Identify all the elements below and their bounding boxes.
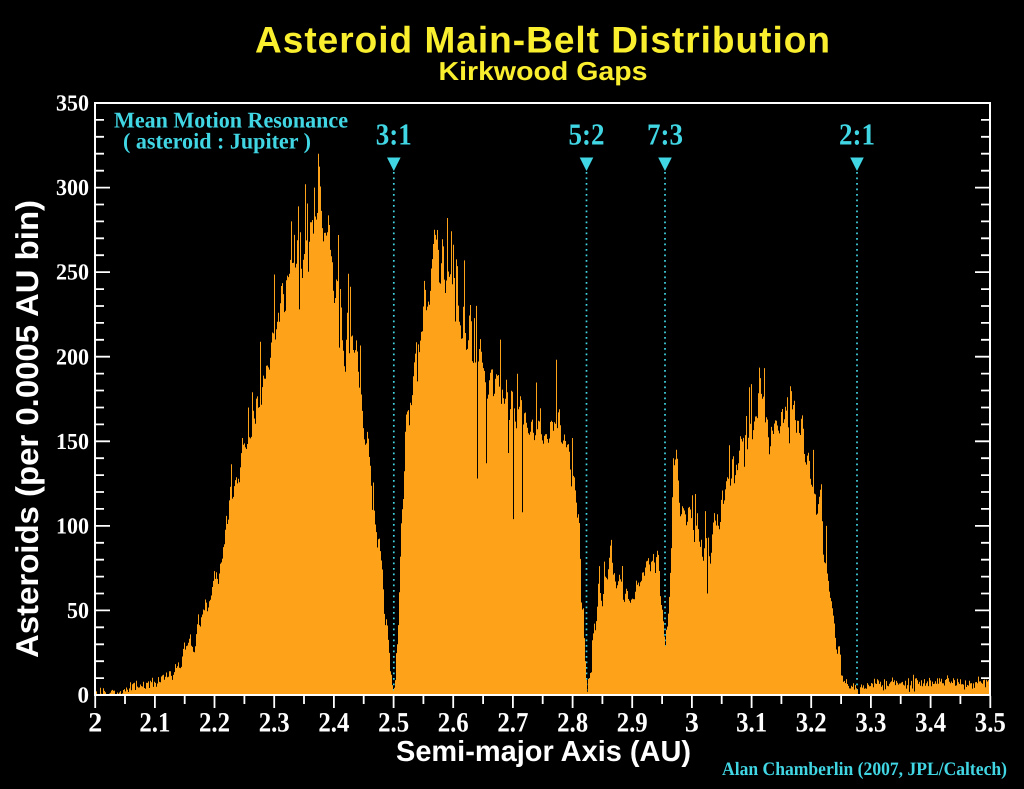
svg-text:3.2: 3.2: [796, 708, 827, 739]
svg-text:100: 100: [56, 514, 89, 539]
svg-text:3.4: 3.4: [915, 708, 946, 739]
svg-text:2.3: 2.3: [259, 708, 290, 739]
svg-text:Alan Chamberlin (2007, JPL/Cal: Alan Chamberlin (2007, JPL/Caltech): [722, 759, 1007, 780]
svg-text:Semi-major Axis (AU): Semi-major Axis (AU): [396, 736, 691, 768]
svg-text:2.7: 2.7: [497, 708, 528, 739]
svg-text:2.5: 2.5: [378, 708, 409, 739]
svg-text:2.6: 2.6: [438, 708, 469, 739]
svg-text:2.2: 2.2: [199, 708, 230, 739]
svg-text:150: 150: [56, 429, 89, 454]
svg-text:( asteroid : Jupiter ): ( asteroid : Jupiter ): [123, 129, 311, 154]
svg-text:3.5: 3.5: [975, 708, 1006, 739]
svg-text:2.8: 2.8: [557, 708, 588, 739]
svg-text:Kirkwood Gaps: Kirkwood Gaps: [439, 56, 648, 86]
svg-text:3.3: 3.3: [855, 708, 886, 739]
svg-text:3.1: 3.1: [736, 708, 767, 739]
svg-text:5:2: 5:2: [569, 118, 605, 152]
svg-text:300: 300: [56, 175, 89, 200]
svg-text:2:1: 2:1: [839, 118, 875, 152]
svg-text:50: 50: [67, 598, 89, 623]
svg-text:Asteroids (per 0.0005 AU bin): Asteroids (per 0.0005 AU bin): [9, 200, 45, 658]
svg-text:250: 250: [56, 260, 89, 285]
svg-text:3:1: 3:1: [376, 118, 412, 152]
svg-text:3: 3: [685, 708, 699, 739]
svg-text:2.9: 2.9: [617, 708, 648, 739]
svg-text:2.1: 2.1: [139, 708, 170, 739]
svg-text:2: 2: [88, 708, 102, 739]
svg-text:Mean Motion Resonance: Mean Motion Resonance: [114, 108, 348, 133]
svg-text:0: 0: [78, 683, 90, 708]
svg-text:350: 350: [56, 91, 89, 116]
svg-text:7:3: 7:3: [647, 118, 683, 152]
svg-text:200: 200: [56, 344, 89, 369]
svg-text:2.4: 2.4: [318, 708, 349, 739]
svg-text:Asteroid Main-Belt Distributio: Asteroid Main-Belt Distribution: [255, 20, 830, 61]
